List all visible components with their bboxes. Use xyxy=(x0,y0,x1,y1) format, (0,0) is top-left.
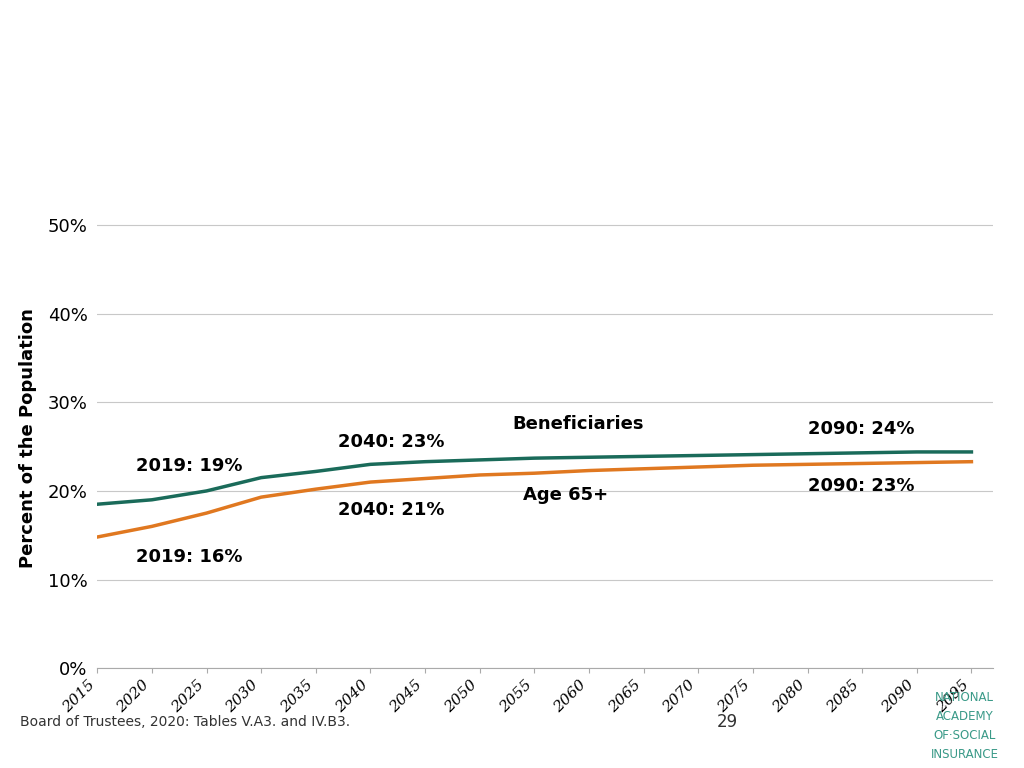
Text: 2040: 23%: 2040: 23% xyxy=(338,433,444,451)
Text: 2040: 21%: 2040: 21% xyxy=(338,502,444,519)
Text: Age 65+: Age 65+ xyxy=(523,486,608,505)
Text: Security and Percent Age 65+, 2015-2090: Security and Percent Age 65+, 2015-2090 xyxy=(95,103,929,141)
Text: 2090: 24%: 2090: 24% xyxy=(808,420,914,438)
Text: 2019: 19%: 2019: 19% xyxy=(135,457,242,475)
Text: Beneficiaries: Beneficiaries xyxy=(512,415,644,433)
Text: NATIONAL
ACADEMY
OF·SOCIAL
INSURANCE: NATIONAL ACADEMY OF·SOCIAL INSURANCE xyxy=(931,690,998,761)
Text: 2090: 23%: 2090: 23% xyxy=(808,478,914,495)
Text: 2019: 16%: 2019: 16% xyxy=(135,548,242,566)
Text: Percent of the Population Receiving Social: Percent of the Population Receiving Soci… xyxy=(93,40,931,78)
Text: 29: 29 xyxy=(717,713,737,730)
Text: Board of Trustees, 2020: Tables V.A3. and IV.B3.: Board of Trustees, 2020: Tables V.A3. an… xyxy=(20,714,350,729)
Y-axis label: Percent of the Population: Percent of the Population xyxy=(18,308,37,568)
